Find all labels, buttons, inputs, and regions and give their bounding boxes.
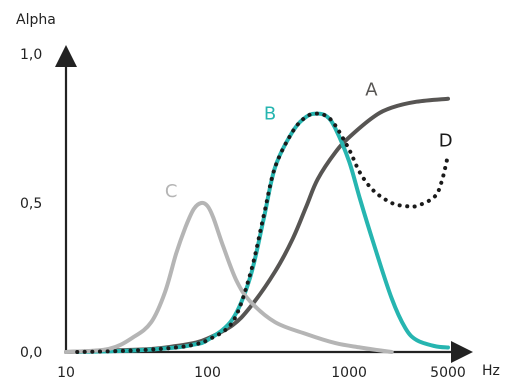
series-line-c xyxy=(64,200,394,354)
axes xyxy=(55,45,473,363)
y-tick-label: 0,5 xyxy=(20,196,42,212)
y-axis-label: Alpha xyxy=(16,12,56,28)
x-tick-label: 100 xyxy=(194,365,221,380)
series-line-d xyxy=(75,111,450,354)
y-tick-label: 1,0 xyxy=(20,47,42,63)
x-axis-label: Hz xyxy=(482,363,500,379)
series-label-c: C xyxy=(165,181,178,202)
series-label-d: D xyxy=(439,130,453,151)
series-label-b: B xyxy=(264,104,276,125)
series-line-b xyxy=(75,111,450,354)
tick-labels: 10 100 1000 5000 0,0 0,5 1,0 xyxy=(20,47,466,380)
x-tick-label: 5000 xyxy=(430,365,466,380)
series-label-a: A xyxy=(365,80,378,101)
series-group: A B C D xyxy=(64,80,453,354)
y-tick-label: 0,0 xyxy=(20,345,42,361)
x-tick-label: 1000 xyxy=(331,365,367,380)
x-tick-label: 10 xyxy=(57,365,75,380)
series-line-a xyxy=(64,96,450,354)
